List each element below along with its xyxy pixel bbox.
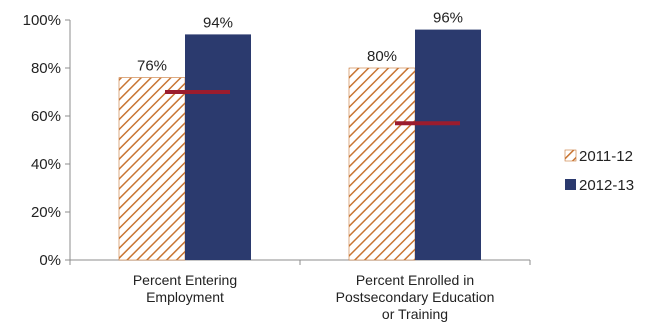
- bars: [118, 29, 481, 261]
- x-category-label: Employment: [146, 289, 224, 305]
- legend-label: 2011-12: [579, 148, 633, 165]
- bar-2011-12-1: [348, 67, 416, 261]
- legend-swatch-2011-12: [564, 149, 577, 162]
- y-tick-label: 100%: [23, 12, 61, 29]
- bar-2012-13-1: [415, 29, 481, 260]
- bar-2011-12-0: [118, 77, 186, 261]
- legend-label: 2012-13: [579, 177, 634, 194]
- legend: 2011-12 2012-13: [564, 148, 634, 194]
- target-markers: [165, 90, 460, 126]
- y-tick-label: 60%: [31, 108, 61, 125]
- data-label: 76%: [137, 58, 167, 75]
- bar-2012-13-0: [185, 34, 251, 261]
- axes: 0% 20% 40% 60% 80% 100%: [23, 12, 531, 269]
- x-category-label: Percent Enrolled in: [356, 272, 474, 288]
- data-label: 96%: [433, 10, 463, 27]
- y-tick-label: 80%: [31, 60, 61, 77]
- legend-swatch-2012-13: [565, 179, 576, 190]
- x-category-label: Percent Entering: [133, 272, 237, 288]
- x-category-label: Postsecondary Education: [336, 289, 495, 305]
- data-label: 94%: [203, 14, 233, 31]
- y-tick-label: 20%: [31, 204, 61, 221]
- y-tick-label: 0%: [39, 252, 61, 269]
- data-label: 80%: [367, 48, 397, 65]
- x-category-label: or Training: [382, 306, 448, 322]
- y-tick-label: 40%: [31, 156, 61, 173]
